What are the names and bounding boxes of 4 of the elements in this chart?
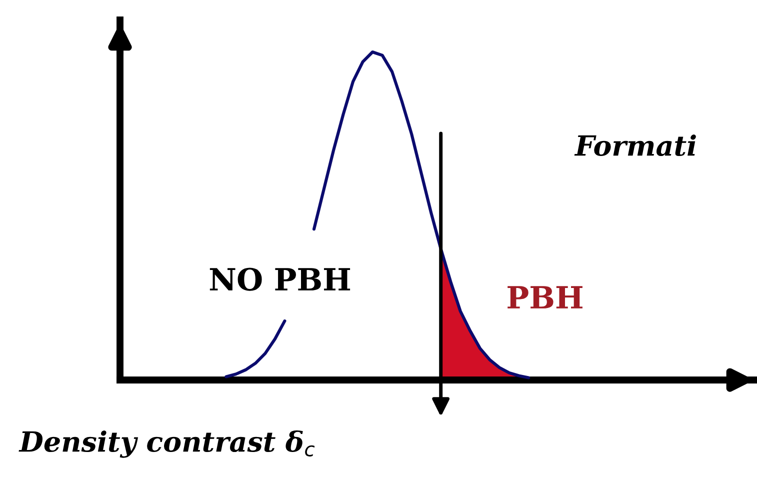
annotation: PBH (508, 286, 582, 308)
x-axis-title: Density contrast δ$_{c}$ (18, 430, 315, 458)
text: Formati (574, 134, 696, 156)
annotation: NO PBH (210, 268, 350, 291)
